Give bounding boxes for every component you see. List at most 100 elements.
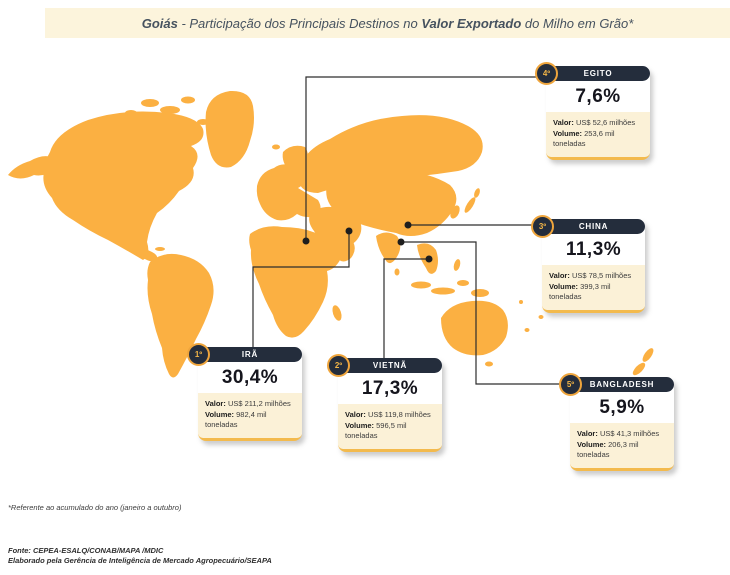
- map-markers: [302, 221, 433, 263]
- valor-line: Valor: US$ 211,2 milhões: [205, 399, 291, 408]
- map-marker-ira: [345, 227, 353, 235]
- title-state: Goiás: [141, 15, 178, 31]
- title-text-2: do Milho em Grão*: [521, 15, 634, 31]
- landmass-tasmania: [485, 361, 493, 367]
- title-text-1: - Participação dos Principais Destinos n…: [177, 15, 422, 31]
- landmass-greenland: [205, 90, 254, 168]
- footnote: *Referente ao acumulado do ano (janeiro …: [8, 503, 182, 512]
- rank-badge: 4º: [535, 62, 558, 85]
- share-percentage: 11,3%: [542, 234, 645, 265]
- volume-line: Volume: 206,3 mil: [577, 439, 639, 449]
- landmass-pacific-island: [519, 300, 523, 304]
- rank-badge: 3º: [531, 215, 554, 238]
- country-name: BANGLADESH: [570, 377, 674, 392]
- map-marker-bangladesh: [397, 238, 405, 246]
- landmass-arctic-island: [141, 99, 159, 107]
- country-name: IRÃ: [198, 347, 302, 362]
- source-line-2: Elaborado pela Gerência de Inteligência …: [8, 555, 272, 565]
- connector-egito: [305, 76, 546, 241]
- card-details: Valor: US$ 211,2 milhões Volume: 982,4 m…: [198, 393, 302, 438]
- share-percentage: 5,9%: [570, 392, 674, 423]
- volume-line: Volume: 596,5 mil: [345, 420, 407, 430]
- landmass-india: [376, 232, 401, 264]
- title-bold-valor-exportado: Valor Exportado: [421, 15, 522, 31]
- landmass-siberia: [298, 115, 483, 193]
- landmass-japan: [464, 197, 476, 213]
- landmass-iceland: [272, 144, 280, 150]
- landmass-central-america: [128, 242, 158, 262]
- landmass-south-america: [147, 253, 214, 378]
- valor-line: Valor: US$ 119,8 milhões: [345, 410, 431, 419]
- landmass-arctic-island: [181, 96, 195, 104]
- rank-label: 3º: [538, 222, 547, 231]
- card-ira: 1º IRÃ 30,4% Valor: US$ 211,2 milhões Vo…: [187, 343, 302, 441]
- landmass-arctic-island: [160, 106, 180, 114]
- card-details: Valor: US$ 52,6 milhões Volume: 253,6 mi…: [546, 112, 650, 157]
- landmass-caribbean: [155, 247, 165, 251]
- card-egito: 4º EGITO 7,6% Valor: US$ 52,6 milhões Vo…: [535, 62, 650, 160]
- rank-label: 4º: [542, 69, 551, 78]
- landmass-new-guinea: [471, 289, 489, 297]
- valor-line: Valor: US$ 41,3 milhões: [577, 429, 660, 438]
- volume-line: Volume: 982,4 mil: [205, 409, 267, 419]
- volume-unit-line: toneladas: [553, 139, 586, 148]
- rank-badge: 2º: [327, 354, 350, 377]
- volume-unit-line: toneladas: [577, 450, 610, 459]
- share-percentage: 17,3%: [338, 373, 442, 404]
- card-details: Valor: US$ 41,3 milhões Volume: 206,3 mi…: [570, 423, 674, 468]
- card-bangladesh: 5º BANGLADESH 5,9% Valor: US$ 41,3 milhõ…: [559, 373, 674, 471]
- map-marker-vietna: [425, 255, 433, 263]
- connector-lines: [252, 76, 570, 385]
- connector-vietna: [383, 258, 429, 360]
- landmass-north-america: [43, 111, 204, 260]
- rank-badge: 1º: [187, 343, 210, 366]
- landmass-new-zealand: [632, 362, 646, 376]
- rank-label: 5º: [566, 380, 575, 389]
- card-details: Valor: US$ 78,5 milhões Volume: 399,3 mi…: [542, 265, 645, 310]
- share-percentage: 7,6%: [546, 81, 650, 112]
- volume-unit-line: toneladas: [345, 431, 378, 440]
- landmass-sri-lanka: [394, 268, 400, 276]
- landmass-africa: [249, 226, 342, 338]
- title-bar: Goiás - Participação dos Principais Dest…: [45, 8, 730, 38]
- landmass-pacific-island: [538, 315, 544, 319]
- landmass-europe: [256, 164, 321, 221]
- country-name: EGITO: [546, 66, 650, 81]
- landmass-australia: [441, 300, 508, 356]
- country-name: CHINA: [542, 219, 645, 234]
- landmass-indonesia: [411, 281, 431, 289]
- country-name: VIETNÃ: [338, 358, 442, 373]
- card-details: Valor: US$ 119,8 milhões Volume: 596,5 m…: [338, 404, 442, 449]
- landmass-new-zealand: [642, 348, 654, 362]
- landmass-indonesia: [431, 287, 455, 295]
- source-line-1: Fonte: CEPEA-ESALQ/CONAB/MAPA /MDIC: [8, 546, 164, 555]
- card-china: 3º CHINA 11,3% Valor: US$ 78,5 milhões V…: [531, 215, 645, 313]
- valor-line: Valor: US$ 52,6 milhões: [553, 118, 636, 127]
- connector-bangladesh: [401, 241, 570, 385]
- rank-label: 1º: [194, 350, 203, 359]
- continents: [8, 90, 654, 378]
- landmass-philippines: [453, 259, 461, 271]
- map-marker-egito: [302, 237, 310, 245]
- landmass-madagascar: [332, 305, 342, 321]
- volume-line: Volume: 399,3 mil: [549, 281, 611, 291]
- valor-line: Valor: US$ 78,5 milhões: [549, 271, 632, 280]
- landmass-korea: [450, 205, 460, 219]
- card-vietna: 2º VIETNÃ 17,3% Valor: US$ 119,8 milhões…: [327, 354, 442, 452]
- rank-label: 2º: [334, 361, 343, 370]
- landmass-japan: [474, 188, 480, 198]
- share-percentage: 30,4%: [198, 362, 302, 393]
- source-block: Fonte: CEPEA-ESALQ/CONAB/MAPA /MDIC Elab…: [8, 546, 272, 565]
- landmass-middle-east: [309, 206, 362, 249]
- connector-ira: [252, 231, 350, 350]
- volume-unit-line: toneladas: [549, 292, 582, 301]
- map-marker-china: [404, 221, 412, 229]
- volume-line: Volume: 253,6 mil: [553, 128, 615, 138]
- landmass-indonesia: [457, 280, 469, 286]
- landmass-pacific-island: [524, 328, 530, 332]
- landmass-arctic-island: [125, 110, 137, 116]
- rank-badge: 5º: [559, 373, 582, 396]
- volume-unit-line: toneladas: [205, 420, 238, 429]
